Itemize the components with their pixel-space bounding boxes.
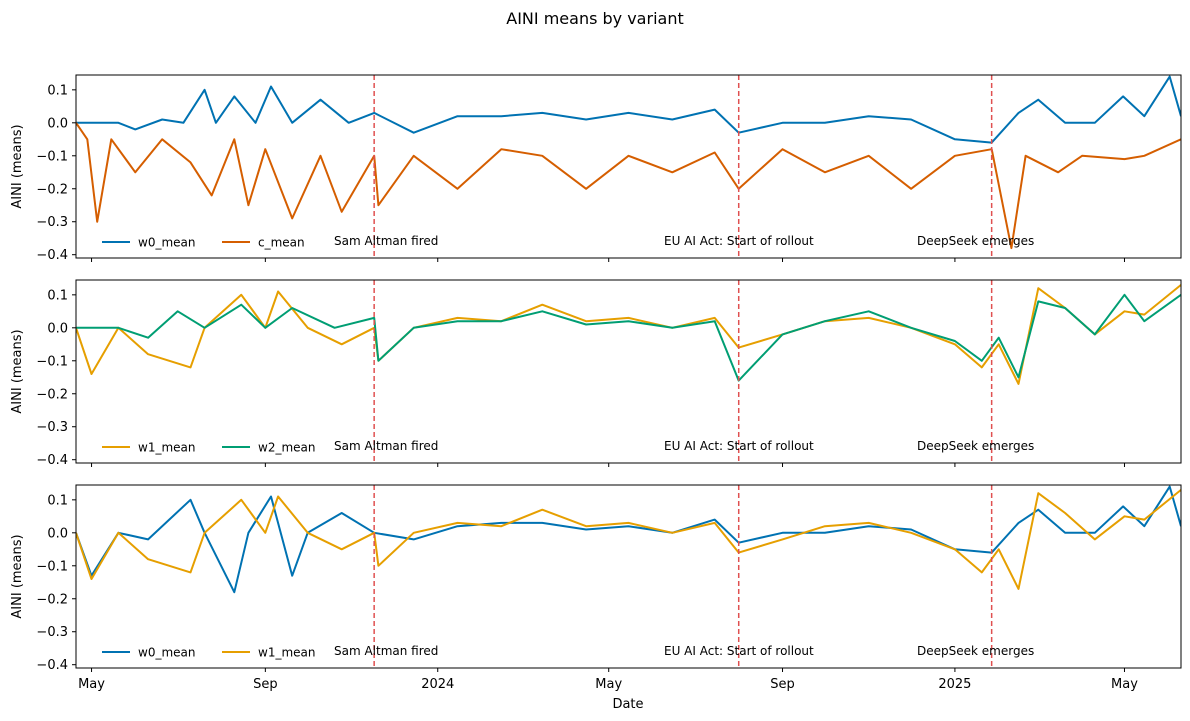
x-tick-label: Sep: [253, 677, 278, 692]
event-annotation: EU AI Act: Start of rollout: [664, 644, 814, 658]
y-tick-label: 0.0: [47, 116, 68, 131]
x-tick-label: May: [595, 677, 622, 692]
x-tick-label: May: [1111, 677, 1138, 692]
y-tick-label: −0.1: [36, 149, 68, 164]
legend-label: w0_mean: [138, 236, 195, 250]
event-annotation: EU AI Act: Start of rollout: [664, 234, 814, 248]
axes-frame: [75, 74, 1182, 259]
y-tick-label: 0.1: [47, 493, 68, 508]
y-tick-label: 0.0: [47, 526, 68, 541]
y-axis-label: AINI (means): [10, 124, 25, 208]
series-line-c_mean: [76, 122, 1181, 250]
axes-frame: [75, 484, 1182, 669]
y-axis-label: AINI (means): [10, 329, 25, 413]
chart-title: AINI means by variant: [506, 9, 683, 28]
event-annotation: DeepSeek emerges: [917, 644, 1034, 658]
y-tick-label: −0.4: [36, 453, 68, 468]
y-tick-label: −0.2: [36, 592, 68, 607]
series-line-w1_mean: [76, 489, 1181, 590]
panels-group: 0.1 0.0 −0.1 −0.2 −0.3 −0.4 AINI (means) Sam Al…: [10, 74, 1182, 692]
y-tick-label: −0.1: [36, 559, 68, 574]
y-tick-label: 0.1: [47, 83, 68, 98]
panel-1: 0.1 0.0 −0.1 −0.2 −0.3 −0.4 AINI (means) Sam Al…: [10, 74, 1182, 263]
event-annotation: Sam Altman fired: [334, 644, 438, 658]
panel-3: 0.1 0.0 −0.1 −0.2 −0.3 −0.4 May Sep 2024 May Sep 20…: [10, 484, 1182, 692]
x-tick-label: Sep: [770, 677, 795, 692]
event-annotation: Sam Altman fired: [334, 234, 438, 248]
event-annotation: EU AI Act: Start of rollout: [664, 439, 814, 453]
panel-2: 0.1 0.0 −0.1 −0.2 −0.3 −0.4 AINI (means) Sam Al…: [10, 279, 1182, 468]
event-annotation: DeepSeek emerges: [917, 439, 1034, 453]
y-tick-label: −0.3: [36, 625, 68, 640]
series-line-w0_mean: [76, 75, 1181, 144]
y-tick-label: −0.1: [36, 354, 68, 369]
y-tick-label: −0.2: [36, 182, 68, 197]
y-tick-label: −0.2: [36, 387, 68, 402]
axes-frame: [75, 279, 1182, 464]
legend-label: w1_mean: [258, 646, 315, 660]
legend-label: w1_mean: [138, 441, 195, 455]
x-tick-label: 2024: [421, 677, 454, 692]
event-annotation: Sam Altman fired: [334, 439, 438, 453]
series-group: [76, 75, 1181, 250]
legend-label: w0_mean: [138, 646, 195, 660]
legend-label: c_mean: [258, 236, 305, 250]
y-tick-label: −0.4: [36, 248, 68, 263]
y-tick-label: 0.1: [47, 288, 68, 303]
y-tick-label: −0.3: [36, 420, 68, 435]
event-annotation: DeepSeek emerges: [917, 234, 1034, 248]
series-group: [76, 284, 1181, 385]
x-tick-label: May: [78, 677, 105, 692]
series-group: [76, 485, 1181, 594]
series-line-w0_mean: [76, 485, 1181, 594]
y-axis-label: AINI (means): [10, 534, 25, 618]
y-tick-label: 0.0: [47, 321, 68, 336]
x-tick-label: 2025: [938, 677, 971, 692]
y-tick-label: −0.4: [36, 658, 68, 673]
x-axis-label: Date: [612, 697, 643, 712]
series-line-w2_mean: [76, 293, 1181, 382]
legend-label: w2_mean: [258, 441, 315, 455]
y-tick-label: −0.3: [36, 215, 68, 230]
